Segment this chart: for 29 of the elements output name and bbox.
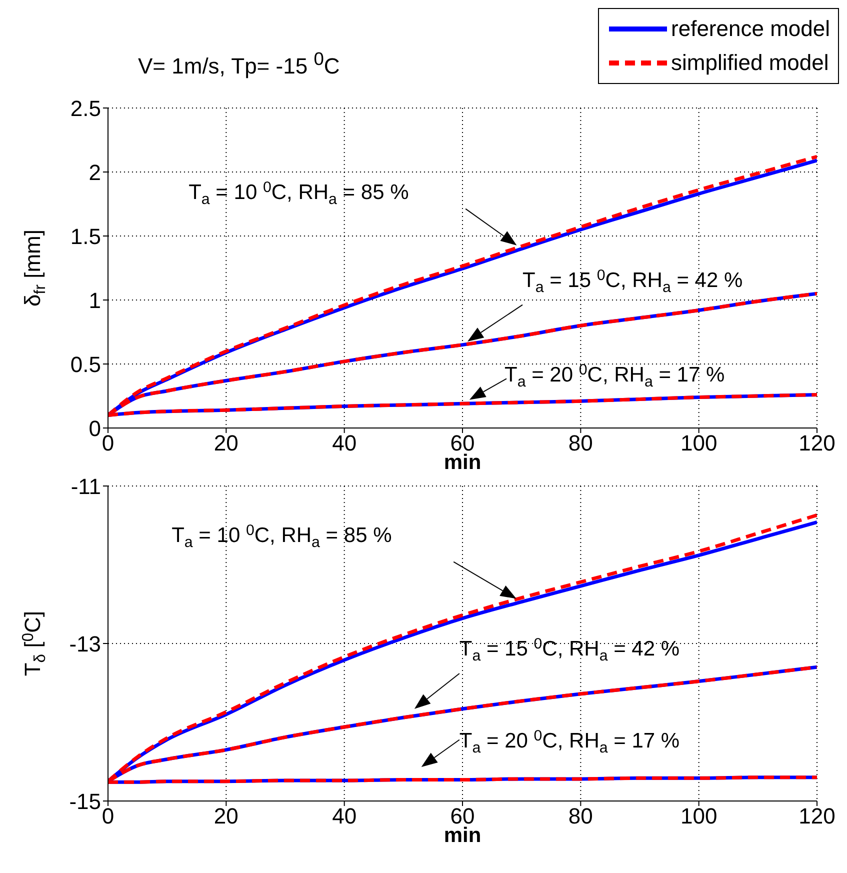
y-tick-label: 1.5 <box>70 224 101 249</box>
x-axis-title: min <box>444 451 482 474</box>
y-tick-label: 2 <box>88 160 101 185</box>
y-tick-label: 1 <box>88 288 101 313</box>
y-tick-label: -13 <box>69 631 101 656</box>
annotation: T$_{a}$ = 10 $^{0}$C, RH$_{a}$ = 85 % <box>172 522 392 550</box>
y-tick-label: 0.5 <box>70 352 101 377</box>
x-tick-label: 80 <box>568 430 593 456</box>
x-tick-label: 20 <box>214 430 238 456</box>
x-tick-label: 120 <box>798 430 836 456</box>
x-tick-label: 40 <box>332 430 357 456</box>
x-tick-label: 20 <box>214 804 238 829</box>
chart-title: V= 1m/s, Tp= -15 $^{0}$C <box>138 48 340 80</box>
annotation: T$_{a}$ = 15 $^{0}$C, RH$_{a}$ = 42 % <box>459 636 680 664</box>
y-tick-label: -11 <box>70 474 101 499</box>
legend-label: simplified model <box>671 49 829 77</box>
annotation: T$_{a}$ = 10 $^{0}$C, RH$_{a}$ = 85 % <box>188 179 409 208</box>
annotation: T$_{a}$ = 20 $^{0}$C, RH$_{a}$ = 17 % <box>459 728 680 756</box>
x-tick-label: 80 <box>568 804 593 829</box>
y-tick-label: 2.5 <box>70 96 101 121</box>
x-axis-title: min <box>444 824 482 847</box>
legend-label: reference model <box>671 15 830 43</box>
x-tick-label: 100 <box>680 804 718 829</box>
x-tick-label: 40 <box>332 804 357 829</box>
annotation: T$_{a}$ = 15 $^{0}$C, RH$_{a}$ = 42 % <box>522 267 743 296</box>
x-tick-label: 120 <box>798 804 836 829</box>
annotation: T$_{a}$ = 20 $^{0}$C, RH$_{a}$ = 17 % <box>504 362 725 390</box>
x-tick-label: 100 <box>680 430 718 456</box>
y-tick-label: -15 <box>69 788 101 814</box>
